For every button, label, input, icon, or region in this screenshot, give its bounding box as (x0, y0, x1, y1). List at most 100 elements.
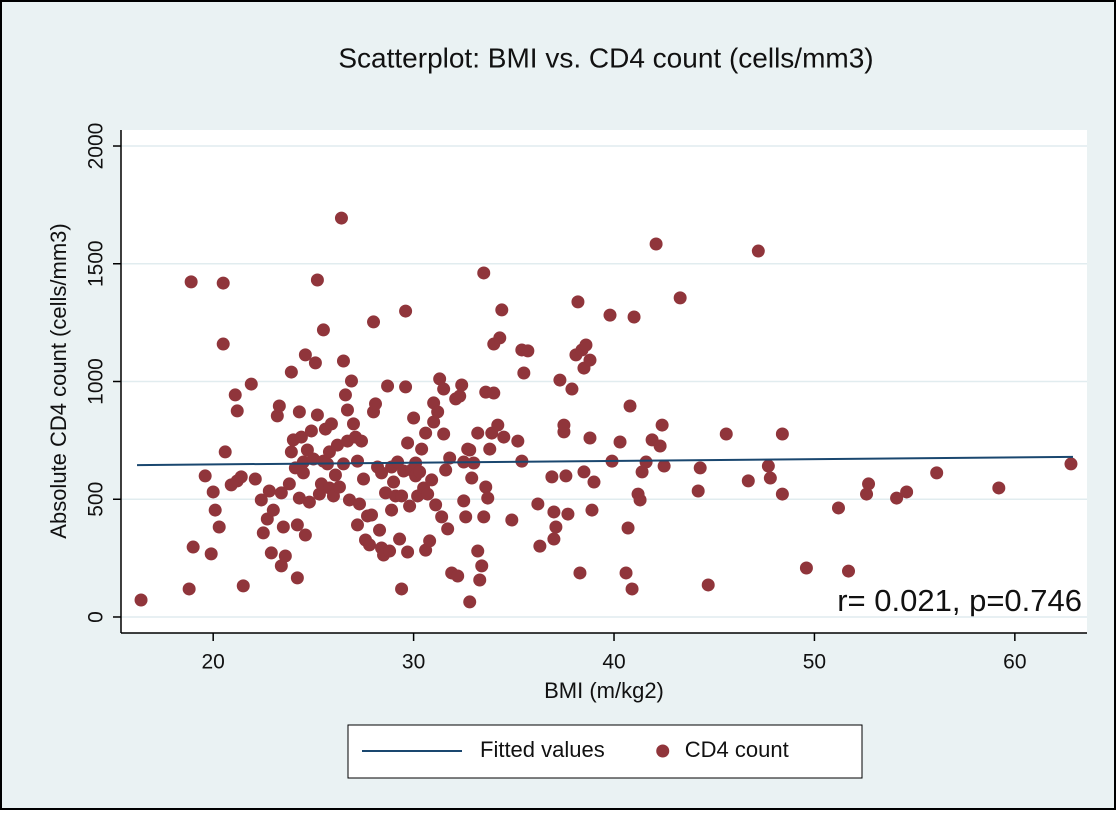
point (212, 520, 226, 534)
point (547, 505, 561, 519)
point (930, 466, 944, 480)
point (399, 304, 413, 318)
point (657, 459, 671, 473)
point (477, 510, 491, 524)
point (453, 389, 467, 403)
point (383, 544, 397, 558)
point (182, 582, 196, 596)
point (655, 418, 669, 432)
point (459, 510, 473, 524)
point (332, 480, 346, 494)
point (992, 481, 1006, 495)
y-axis-label: Absolute CD4 count (cells/mm3) (46, 223, 71, 538)
point (465, 471, 479, 485)
point (399, 380, 413, 394)
point (577, 465, 591, 479)
point (427, 415, 441, 429)
point (475, 559, 489, 573)
point (415, 442, 429, 456)
point (633, 493, 647, 507)
point (565, 382, 579, 396)
point (775, 487, 789, 501)
point (393, 532, 407, 546)
point (367, 315, 381, 329)
point (625, 582, 639, 596)
point (585, 503, 599, 517)
point (691, 484, 705, 498)
point (230, 404, 244, 418)
point (862, 477, 876, 491)
point (328, 468, 342, 482)
point (401, 436, 415, 450)
point (206, 485, 220, 499)
point (294, 430, 308, 444)
point (443, 451, 457, 465)
point (763, 471, 777, 485)
point (481, 491, 495, 505)
point (701, 578, 715, 592)
point (216, 276, 230, 290)
point (236, 579, 250, 593)
point (244, 377, 258, 391)
legend: Fitted values CD4 count (347, 724, 863, 779)
point (373, 523, 387, 537)
point (477, 266, 491, 280)
point (457, 494, 471, 508)
marks (134, 211, 1078, 609)
point (673, 291, 687, 305)
point (350, 518, 364, 532)
point (579, 338, 593, 352)
point (583, 431, 597, 445)
point (531, 497, 545, 511)
point (316, 323, 330, 337)
point (216, 337, 230, 351)
point (292, 491, 306, 505)
point (310, 408, 324, 422)
point (186, 540, 200, 554)
point (198, 469, 212, 483)
point (401, 545, 415, 559)
x-tick-label: 20 (202, 651, 225, 674)
point (653, 439, 667, 453)
point (403, 499, 417, 513)
point (290, 571, 304, 585)
point (395, 489, 409, 503)
point (623, 399, 637, 413)
point (379, 486, 393, 500)
point (495, 303, 509, 317)
point (204, 547, 218, 561)
point (276, 520, 290, 534)
y-tick-label: 1500 (85, 240, 108, 287)
point (274, 559, 288, 573)
point (218, 445, 232, 459)
point (342, 493, 356, 507)
point (266, 503, 280, 517)
point (497, 430, 511, 444)
point (511, 434, 525, 448)
point (471, 544, 485, 558)
axes: 0 500 1000 1500 2000 20 30 40 50 60 (85, 123, 1087, 674)
point (573, 566, 587, 580)
fit-line (137, 455, 1073, 467)
point (479, 480, 493, 494)
legend-marker (656, 744, 670, 758)
point (583, 353, 597, 367)
point (272, 399, 286, 413)
legend-label: CD4 count (685, 737, 789, 762)
point (330, 438, 344, 452)
point (435, 510, 449, 524)
point (425, 473, 439, 487)
point (693, 461, 707, 475)
point (304, 424, 318, 438)
point (228, 388, 242, 402)
x-tick-label: 60 (1003, 651, 1026, 674)
point (282, 477, 296, 491)
point (549, 520, 563, 534)
point (292, 405, 306, 419)
point (298, 528, 312, 542)
point (296, 466, 310, 480)
point (264, 546, 278, 560)
point (649, 237, 663, 251)
point (603, 308, 617, 322)
point (312, 487, 326, 501)
